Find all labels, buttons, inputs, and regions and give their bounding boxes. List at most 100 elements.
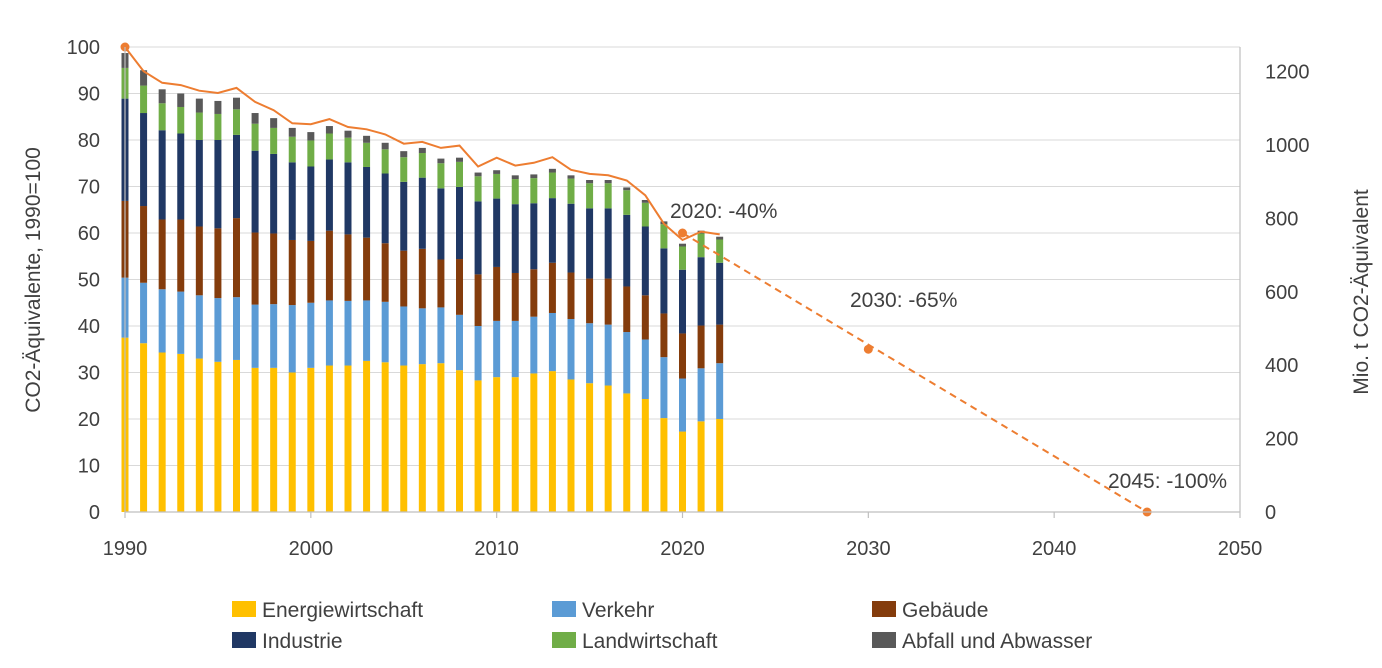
bar-segment	[493, 377, 501, 512]
bar-segment	[270, 118, 278, 128]
bar-segment	[716, 239, 724, 263]
bar-segment	[233, 297, 240, 360]
bar-segment	[493, 266, 501, 321]
bar-segment	[270, 233, 278, 305]
bar-segment	[251, 113, 259, 124]
bar-segment	[177, 133, 185, 220]
y-right-tick-label: 1200	[1265, 62, 1310, 84]
bar-segment	[716, 262, 724, 325]
bar-segment	[437, 163, 445, 189]
y-left-tick-label: 10	[78, 456, 100, 478]
bar-segment	[251, 367, 259, 512]
bar-segment	[140, 113, 148, 207]
bar-segment	[604, 278, 612, 325]
legend-label: Abfall und Abwasser	[902, 630, 1092, 653]
x-tick-label: 2020	[660, 538, 705, 560]
bar-segment	[140, 343, 148, 512]
y-axis-right-title: Mio. t CO2-Äquivalent	[1350, 189, 1373, 395]
y-right-tick-labels: 0 200 400 600 800 1000 1200	[1265, 62, 1310, 524]
bar-segment	[214, 140, 222, 229]
bar-segment	[530, 178, 538, 204]
bar-segment	[456, 314, 463, 371]
bar-segment	[641, 202, 649, 227]
bar-segment	[233, 97, 240, 110]
bar-segment	[660, 418, 668, 512]
bar-segment	[418, 364, 426, 512]
y-left-tick-label: 60	[78, 223, 100, 245]
bar-segment	[158, 89, 166, 104]
bar-segment	[716, 363, 724, 419]
bar-segment	[567, 203, 575, 273]
bar-segment	[288, 162, 296, 240]
y-left-tick-labels: 0 10 20 30 40 50 60 70 80 90 100	[67, 37, 100, 524]
y-left-tick-label: 40	[78, 316, 100, 338]
bar-segment	[716, 236, 724, 240]
bar-segment	[548, 172, 556, 199]
legend-swatch	[872, 601, 896, 617]
bar-segment	[623, 393, 631, 512]
bar-segment	[697, 368, 705, 422]
bar-segment	[400, 306, 408, 366]
bar-segment	[641, 199, 649, 203]
bar-segment	[400, 181, 408, 251]
bar-segment	[474, 326, 482, 381]
y-right-tick-label: 1000	[1265, 135, 1310, 157]
legend-swatch	[232, 601, 256, 617]
bar-segment	[363, 300, 371, 361]
bar-segment	[474, 274, 482, 326]
bar-segment	[195, 358, 203, 512]
bar-segment	[641, 226, 649, 296]
bar-segment	[511, 377, 519, 512]
bar-segment	[363, 237, 371, 301]
bar-segment	[288, 127, 296, 137]
bar-segment	[288, 239, 296, 306]
bar-segment	[158, 130, 166, 220]
bar-segment	[567, 379, 575, 512]
bar-segment	[548, 371, 556, 512]
bar-segment	[604, 324, 612, 386]
emissions-line	[124, 46, 720, 242]
bar-segment	[233, 134, 240, 219]
bar-segment	[511, 272, 519, 321]
bar-segment	[288, 136, 296, 163]
bar-segment	[437, 188, 445, 260]
bar-segment	[604, 208, 612, 279]
target-dashed-line	[681, 232, 1148, 513]
bar-segment	[251, 232, 259, 305]
y-right-tick-label: 400	[1265, 355, 1298, 377]
bar-segment	[604, 183, 612, 209]
y-left-tick-label: 30	[78, 363, 100, 385]
bar-segment	[214, 228, 222, 299]
bar-segment	[679, 333, 686, 379]
bar-segment	[418, 153, 426, 178]
bar-segment	[660, 313, 668, 358]
bar-segment	[307, 166, 315, 241]
bar-segment	[586, 183, 594, 209]
bar-segment	[195, 226, 203, 296]
bar-segment	[530, 174, 538, 179]
bar-segment	[233, 109, 240, 135]
target-annotations: 2020: -40% 2030: -65% 2045: -100%	[670, 200, 1227, 493]
bar-segment	[307, 132, 315, 141]
bar-segment	[363, 360, 371, 512]
bar-segment	[418, 177, 426, 249]
y-left-tick-label: 50	[78, 270, 100, 292]
bar-segment	[474, 176, 482, 202]
bar-segment	[140, 282, 148, 344]
bar-segment	[177, 93, 185, 107]
bar-segment	[530, 316, 538, 374]
bar-segment	[233, 359, 240, 512]
bar-segment	[660, 357, 668, 419]
bar-segment	[400, 151, 408, 158]
bar-segment	[177, 353, 185, 512]
y-left-tick-label: 0	[89, 502, 100, 524]
emissions-line-path	[124, 46, 720, 242]
bar-segment	[623, 187, 631, 191]
bar-segment	[381, 149, 389, 174]
bar-segment	[195, 295, 203, 359]
bar-segment	[158, 103, 166, 131]
x-tick-label: 2000	[289, 538, 334, 560]
bar-segment	[530, 269, 538, 317]
bar-segment	[270, 304, 278, 368]
bar-segment	[548, 262, 556, 313]
